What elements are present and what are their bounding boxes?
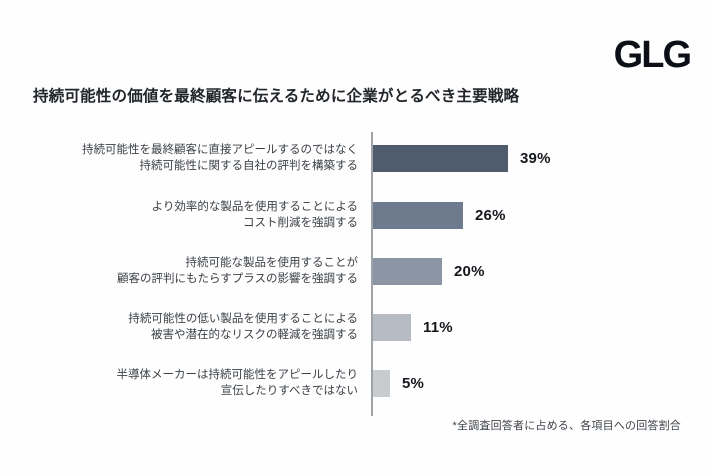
category-label-line: 半導体メーカーは持続可能性をアピールしたり [116,369,359,381]
chart-row: より効率的な製品を使用することによる コスト削減を強調する 26% [0,187,710,243]
category-label-line: 被害や潜在的なリスクの軽減を強調する [151,329,358,341]
category-label: 持続可能性を最終顧客に直接アピールするのではなく 持続可能性に関する自社の評判を… [0,142,358,174]
category-label-line: コスト削減を強調する [243,217,358,229]
bar [373,201,463,229]
category-label: より効率的な製品を使用することによる コスト削減を強調する [0,199,358,231]
bar [373,144,508,172]
value-label: 20% [454,262,485,280]
glg-logo: GLG [613,34,692,76]
bar [373,369,390,397]
footnote: *全調査回答者に占める、各項目への回答割合 [452,420,681,432]
value-label: 5% [402,374,425,392]
value-label: 26% [475,206,506,224]
bar [373,313,411,341]
value-label: 39% [520,149,551,167]
axis-line [371,132,373,416]
category-label: 持続可能な製品を使用することが 顧客の評判にもたらすプラスの影響を強調する [0,255,358,287]
value-label: 11% [423,318,453,336]
chart-row: 持続可能な製品を使用することが 顧客の評判にもたらすプラスの影響を強調する 20… [0,243,710,299]
chart-row: 半導体メーカーは持続可能性をアピールしたり 宣伝したりすべきではない 5% [0,355,710,411]
category-label-line: 持続可能性を最終顧客に直接アピールするのではなく [82,144,358,156]
chart-row: 持続可能性を最終顧客に直接アピールするのではなく 持続可能性に関する自社の評判を… [0,130,710,186]
category-label: 持続可能性の低い製品を使用することによる 被害や潜在的なリスクの軽減を強調する [0,311,358,343]
category-label-line: 顧客の評判にもたらすプラスの影響を強調する [116,273,358,285]
chart-title: 持続可能性の価値を最終顧客に伝えるために企業がとるべき主要戦略 [33,88,520,105]
category-label-line: 持続可能性の低い製品を使用することによる [128,313,358,325]
category-label-line: 宣伝したりすべきではない [220,385,358,397]
bar-chart: 持続可能性を最終顧客に直接アピールするのではなく 持続可能性に関する自社の評判を… [0,130,710,416]
bar [373,257,442,285]
category-label: 半導体メーカーは持続可能性をアピールしたり 宣伝したりすべきではない [0,367,359,399]
category-label-line: 持続可能な製品を使用することが [185,257,359,269]
chart-row: 持続可能性の低い製品を使用することによる 被害や潜在的なリスクの軽減を強調する … [0,299,710,355]
category-label-line: 持続可能性に関する自社の評判を構築する [139,160,359,172]
category-label-line: より効率的な製品を使用することによる [151,201,358,213]
